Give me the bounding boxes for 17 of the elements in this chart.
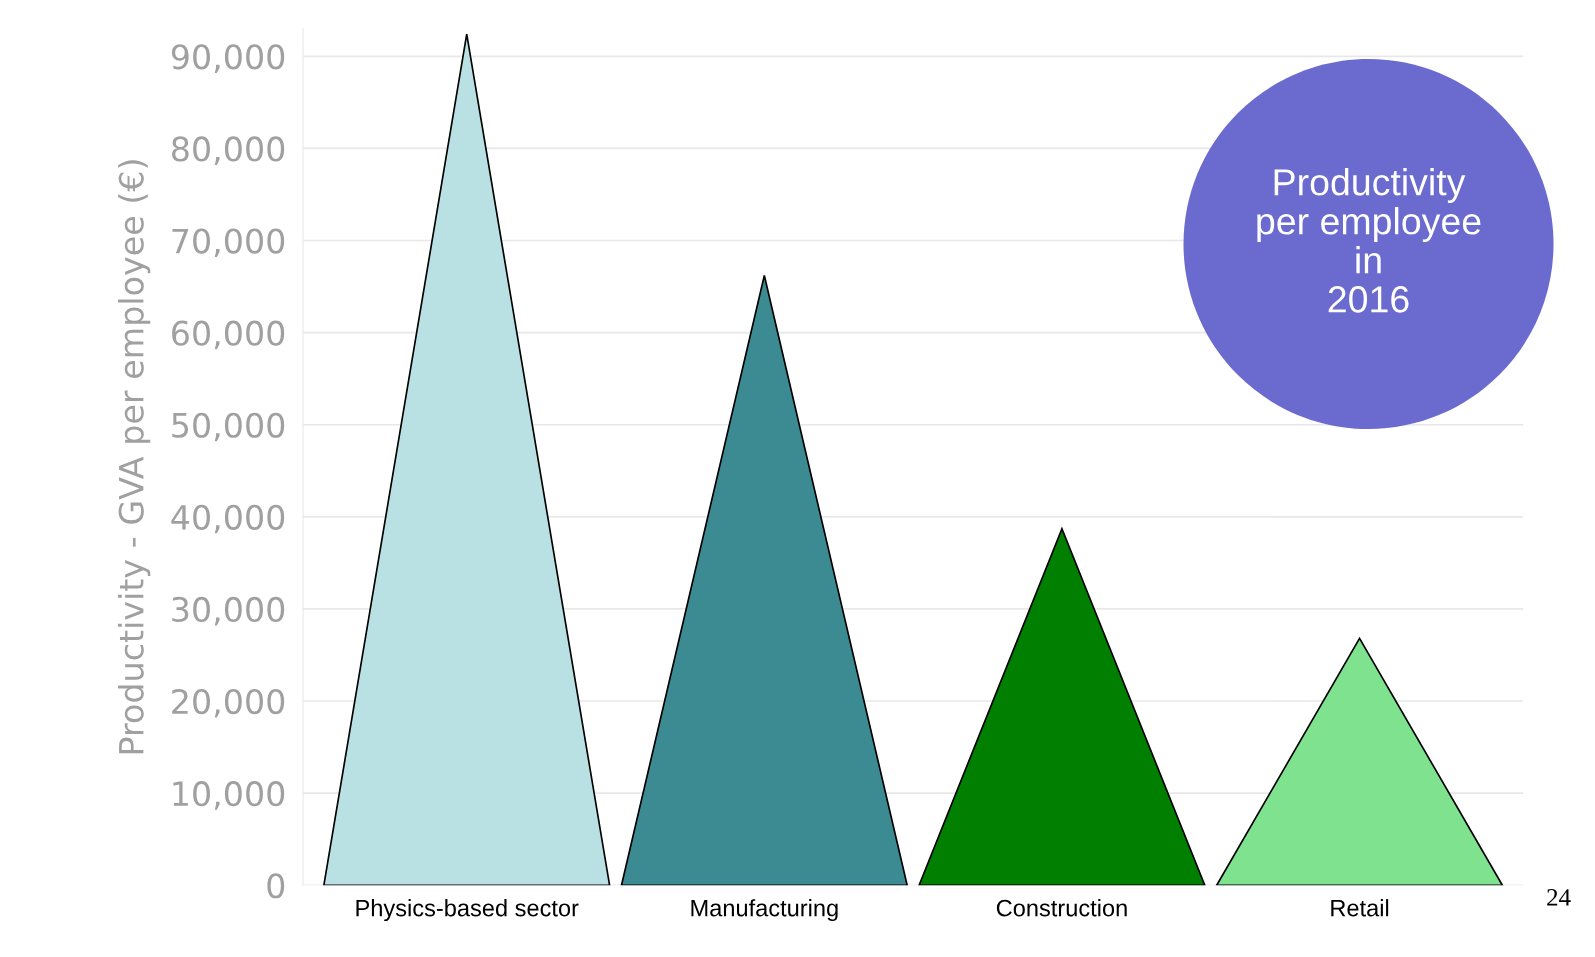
x-tick-label: Physics-based sector xyxy=(356,899,579,922)
y-tick-label: 90,000 xyxy=(171,44,285,73)
y-tick-label: 80,000 xyxy=(172,136,285,165)
y-tick-label: 20,000 xyxy=(172,688,285,718)
y-tick-label: 10,000 xyxy=(173,781,285,810)
y-tick-label: 40,000 xyxy=(171,504,285,534)
y-tick-label: 60,000 xyxy=(172,320,285,350)
y-tick-label: 0 xyxy=(267,873,285,899)
x-tick-label: Retail xyxy=(1331,899,1389,917)
y-axis-title: Productivity - GVA per employee (€) xyxy=(118,160,151,754)
x-tick-label: Manufacturing xyxy=(691,899,838,922)
text: 24 xyxy=(1547,889,1571,906)
y-tick-label: 70,000 xyxy=(172,228,285,258)
text: Productivity per employee in 2016 xyxy=(1257,168,1481,313)
x-tick-label: Construction xyxy=(996,899,1127,917)
y-tick-label: 50,000 xyxy=(172,412,285,442)
y-tick-label: 30,000 xyxy=(172,596,285,626)
